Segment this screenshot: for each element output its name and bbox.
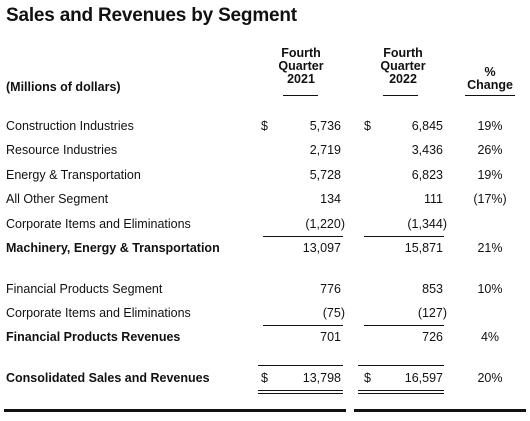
currency-symbol-2021: $ (261, 119, 268, 133)
row-label: Construction Industries (6, 119, 134, 133)
value-2021: 134 (320, 192, 341, 206)
row-label: Energy & Transportation (6, 168, 141, 182)
total-double-rule (358, 393, 444, 394)
currency-symbol-2022: $ (364, 119, 371, 133)
value-2022: 15,871 (404, 241, 443, 255)
col-header-change-underline (465, 95, 515, 96)
row-label: Financial Products Segment (6, 282, 163, 296)
row-label: Financial Products Revenues (6, 330, 181, 344)
row-label: Machinery, Energy & Transportation (6, 241, 220, 255)
percent-change: 26% (477, 143, 503, 157)
col-header-change: % Change (462, 66, 518, 92)
value-2021: 13,798 (302, 371, 341, 385)
units-header: (Millions of dollars) (6, 80, 121, 94)
table-row: Corporate Items and Eliminations (75) (1… (0, 306, 530, 324)
table-row: Consolidated Sales and Revenues $ 13,798… (0, 371, 530, 389)
table-row: All Other Segment 134 111 (17%) (0, 192, 530, 210)
col-header-2022-line1: Fourth (383, 46, 423, 60)
table-row: Construction Industries $ 5,736 $ 6,845 … (0, 119, 530, 137)
col-header-2021-line3: 2021 (287, 72, 315, 86)
value-2022: 853 (422, 282, 443, 296)
value-2021: (75) (322, 306, 345, 320)
percent-change: 20% (477, 371, 503, 385)
bottom-rule (4, 409, 346, 412)
total-double-rule (258, 393, 343, 394)
bottom-rule (354, 409, 526, 412)
value-2021: 2,719 (309, 143, 341, 157)
table-row: Resource Industries 2,719 3,436 26% (0, 143, 530, 161)
col-header-2021: Fourth Quarter 2021 (266, 47, 336, 86)
currency-symbol-2021: $ (261, 371, 268, 385)
table-row: Financial Products Revenues 701 726 4% (0, 330, 530, 348)
value-2022: 16,597 (404, 371, 443, 385)
row-label: Corporate Items and Eliminations (6, 306, 191, 320)
percent-change: (17%) (473, 192, 507, 206)
col-header-2022-line3: 2022 (389, 72, 417, 86)
value-2022: (127) (417, 306, 447, 320)
value-2022: 6,845 (411, 119, 443, 133)
row-label: Consolidated Sales and Revenues (6, 371, 210, 385)
table-row: Energy & Transportation 5,728 6,823 19% (0, 168, 530, 186)
value-2022: 3,436 (411, 143, 443, 157)
value-2021: 5,736 (309, 119, 341, 133)
page-title: Sales and Revenues by Segment (6, 5, 297, 26)
col-header-2021-line2: Quarter (278, 59, 324, 73)
total-double-rule (258, 390, 343, 391)
value-2021: 701 (320, 330, 341, 344)
percent-change: 4% (480, 330, 500, 344)
percent-change: 10% (477, 282, 503, 296)
value-2022: 6,823 (411, 168, 443, 182)
value-2021: (1,220) (305, 217, 345, 231)
total-double-rule (358, 390, 444, 391)
value-2021: 776 (320, 282, 341, 296)
value-2022: 726 (422, 330, 443, 344)
col-header-2022: Fourth Quarter 2022 (366, 47, 440, 86)
col-header-change-line2: Change (467, 78, 513, 92)
percent-change: 21% (477, 241, 503, 255)
percent-change: 19% (477, 119, 503, 133)
row-label: All Other Segment (6, 192, 109, 206)
percent-change: 19% (477, 168, 503, 182)
col-header-2022-line2: Quarter (380, 59, 426, 73)
currency-symbol-2022: $ (364, 371, 371, 385)
subtotal-rule (364, 325, 444, 326)
row-label: Resource Industries (6, 143, 118, 157)
table-row: Machinery, Energy & Transportation 13,09… (0, 241, 530, 259)
total-rule-top (258, 365, 343, 366)
col-header-2021-line1: Fourth (281, 46, 321, 60)
subtotal-rule (364, 236, 444, 237)
total-rule-top (358, 365, 444, 366)
row-label: Corporate Items and Eliminations (6, 217, 191, 231)
table-row: Financial Products Segment 776 853 10% (0, 282, 530, 300)
col-header-2022-underline (383, 95, 418, 96)
value-2021: 5,728 (309, 168, 341, 182)
value-2021: 13,097 (302, 241, 341, 255)
subtotal-rule (263, 236, 343, 237)
value-2022: (1,344) (407, 217, 447, 231)
subtotal-rule (263, 325, 343, 326)
value-2022: 111 (423, 192, 443, 206)
table-row: Corporate Items and Eliminations (1,220)… (0, 217, 530, 235)
col-header-change-line1: % (484, 65, 496, 79)
col-header-2021-underline (283, 95, 318, 96)
